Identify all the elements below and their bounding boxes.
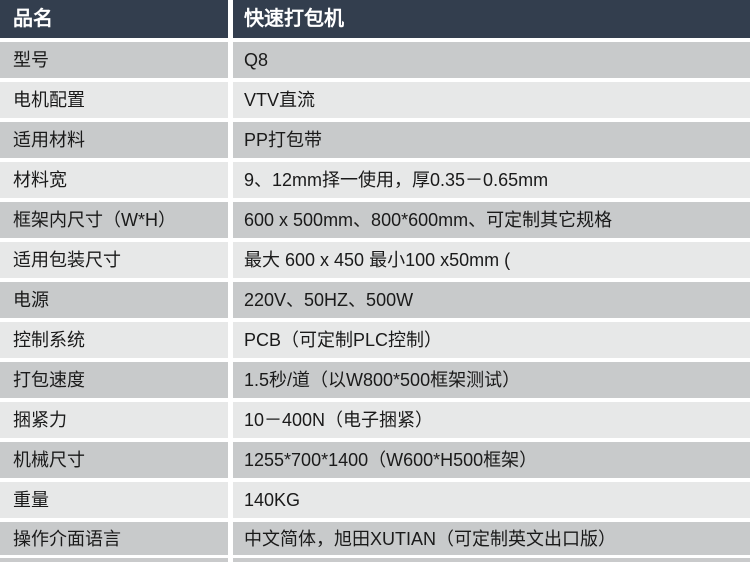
spec-value: PCB（可定制PLC控制） — [233, 322, 750, 358]
spec-label: 控制系统 — [0, 322, 228, 358]
spec-label: 型号 — [0, 42, 228, 78]
spec-row-package-size: 适用包装尺寸 最大 600 x 450 最小100 x50mm ( — [0, 242, 750, 278]
spec-row-material-width: 材料宽 9、12mm择一使用，厚0.35－0.65mm — [0, 162, 750, 198]
spec-row-frame-inner-size: 框架内尺寸（W*H） 600 x 500mm、800*600mm、可定制其它规格 — [0, 202, 750, 238]
spec-label: 机械尺寸 — [0, 442, 228, 478]
spec-value: 600 x 500mm、800*600mm、可定制其它规格 — [233, 202, 750, 238]
spec-label: 适用包装尺寸 — [0, 242, 228, 278]
spec-row-interface-language: 操作介面语言 中文简体，旭田XUTIAN（可定制英文出口版） — [0, 522, 750, 555]
spec-value: 9、12mm择一使用，厚0.35－0.65mm — [233, 162, 750, 198]
spec-row-power-supply: 电源 220V、50HZ、500W — [0, 282, 750, 318]
spec-label: 电机配置 — [0, 82, 228, 118]
spec-label: 重量 — [0, 482, 228, 518]
partial-cell — [0, 558, 228, 562]
spec-label: 操作介面语言 — [0, 522, 228, 555]
spec-row-machine-size: 机械尺寸 1255*700*1400（W600*H500框架） — [0, 442, 750, 478]
table-header-row: 品名 快速打包机 — [0, 0, 750, 38]
spec-value: 1255*700*1400（W600*H500框架） — [233, 442, 750, 478]
partial-cell — [233, 558, 750, 562]
spec-value: 1.5秒/道（以W800*500框架测试） — [233, 362, 750, 398]
partial-next-row-strip — [0, 558, 750, 562]
spec-value: 140KG — [233, 482, 750, 518]
spec-row-applicable-material: 适用材料 PP打包带 — [0, 122, 750, 158]
spec-label: 材料宽 — [0, 162, 228, 198]
spec-label: 捆紧力 — [0, 402, 228, 438]
spec-row-weight: 重量 140KG — [0, 482, 750, 518]
spec-row-control-system: 控制系统 PCB（可定制PLC控制） — [0, 322, 750, 358]
spec-label: 电源 — [0, 282, 228, 318]
spec-label: 适用材料 — [0, 122, 228, 158]
spec-row-motor-config: 电机配置 VTV直流 — [0, 82, 750, 118]
spec-value: Q8 — [233, 42, 750, 78]
spec-label: 打包速度 — [0, 362, 228, 398]
spec-label: 框架内尺寸（W*H） — [0, 202, 228, 238]
spec-value: 220V、50HZ、500W — [233, 282, 750, 318]
spec-value: PP打包带 — [233, 122, 750, 158]
spec-value: 10－400N（电子捆紧） — [233, 402, 750, 438]
spec-row-model: 型号 Q8 — [0, 42, 750, 78]
spec-row-tension-force: 捆紧力 10－400N（电子捆紧） — [0, 402, 750, 438]
header-product-name-cell: 快速打包机 — [233, 0, 750, 38]
spec-value: 最大 600 x 450 最小100 x50mm ( — [233, 242, 750, 278]
spec-value: VTV直流 — [233, 82, 750, 118]
spec-value: 中文简体，旭田XUTIAN（可定制英文出口版） — [233, 522, 750, 555]
header-label-cell: 品名 — [0, 0, 228, 38]
spec-row-packing-speed: 打包速度 1.5秒/道（以W800*500框架测试） — [0, 362, 750, 398]
